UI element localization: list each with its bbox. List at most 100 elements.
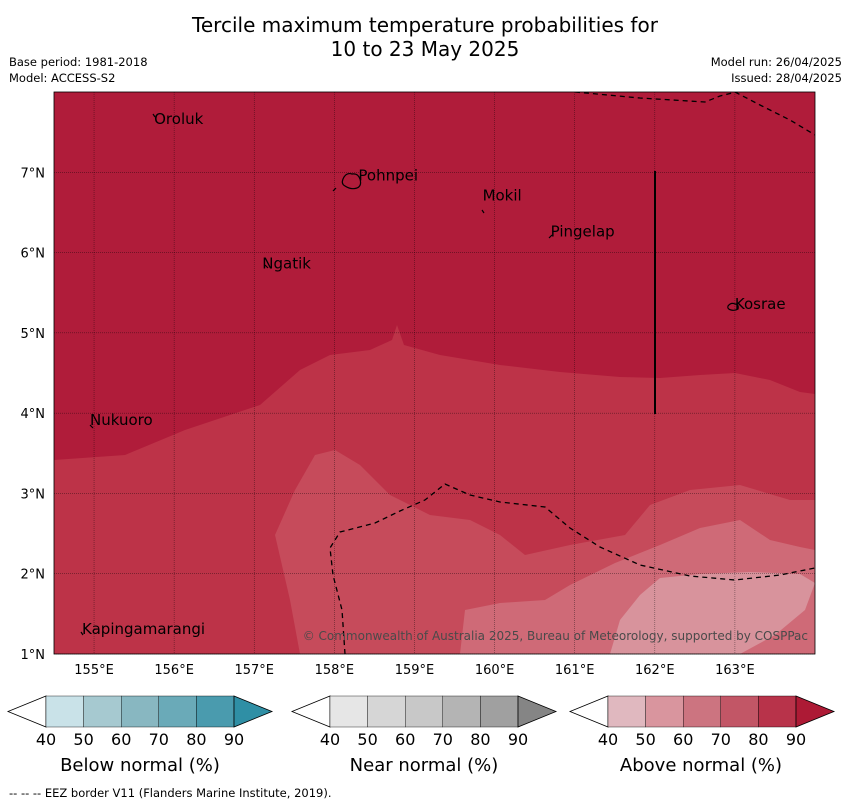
place-label-mokil: Mokil [483,186,522,204]
kosrae-outline [727,302,739,311]
colorbar-tick-label: 80 [470,730,490,749]
colorbar-tick-label: 40 [598,730,618,749]
eez-borders [329,92,815,654]
map-title-line1: Tercile maximum temperature probabilitie… [192,13,658,37]
longitude-tick-label: 155°E [74,663,114,678]
colorbar-segment [45,695,84,728]
kapingamarangi-mark [80,631,84,636]
longitude-tick-label: 158°E [315,663,355,678]
latitude-tick-label: 6°N [21,247,46,262]
place-label-kosrae: Kosrae [735,295,786,313]
copyright-notice: © Commonwealth of Australia 2025, Bureau… [303,629,808,643]
map-fill-layers [54,92,815,654]
latitude-tick-label: 4°N [21,407,46,422]
place-labels: Oroluk Pohnpei Mokil Pingelap Ngatik Kosrae Nu… [82,110,786,638]
colorbar-tick-label: 50 [73,730,93,749]
longitude-labels: 155°E 156°E 157°E 158°E 159°E 160°E 161°E 162°E… [74,663,754,678]
colorbar-tick-label: 90 [786,730,806,749]
latitude-tick-label: 2°N [21,568,46,583]
place-label-oroluk: Oroluk [154,110,203,128]
place-label-ngatik: Ngatik [262,255,311,273]
place-label-nukuoro: Nukuoro [90,411,153,429]
near-normal-colorbar: 40 50 60 70 80 90 [290,695,558,749]
colorbar-legends: 40 50 60 70 80 90 40 50 60 70 80 90 40 50 60 70 80 90 [6,695,836,749]
latitude-tick-label: 7°N [21,166,46,181]
eez-border-north [574,92,739,103]
colorbar-under-extension [290,695,331,728]
colorbar-segment [405,695,444,728]
colorbar-tick-label: 90 [508,730,528,749]
longitude-tick-label: 157°E [234,663,274,678]
colorbar-tick-label: 40 [36,730,56,749]
eez-border-northeast [734,92,815,136]
colorbar-segment [607,695,646,728]
colorbar-segment [367,695,406,728]
place-label-kapingamarangi: Kapingamarangi [82,620,205,638]
place-label-pohnpei: Pohnpei [358,166,418,184]
longitude-tick-label: 156°E [154,663,194,678]
colorbar-segment [158,695,197,728]
longitude-tick-label: 162°E [635,663,675,678]
colorbar-segment [196,695,235,728]
base-period-text: Base period: 1981-2018 [9,55,148,69]
colorbar-tick-label: 70 [711,730,731,749]
below-normal-colorbar-title: Below normal (%) [60,755,220,776]
pohnpei-outline [341,172,362,190]
colorbar-segment [683,695,722,728]
islands [80,113,739,636]
oroluk-mark [152,113,156,118]
latitude-tick-label: 5°N [21,327,46,342]
colorbar-tick-label: 70 [433,730,453,749]
issued-text: Issued: 28/04/2025 [731,71,842,85]
latitude-tick-label: 1°N [21,648,46,663]
model-text: Model: ACCESS-S2 [9,71,116,85]
longitude-tick-label: 160°E [475,663,515,678]
colorbar-segment [480,695,519,728]
latitude-tick-label: 3°N [21,487,46,502]
map-title-line2: 10 to 23 May 2025 [330,37,520,61]
map-frame [53,91,816,655]
colorbar-tick-label: 90 [224,730,244,749]
colorbar-segment [645,695,684,728]
colorbar-segment [758,695,797,728]
colorbar-tick-label: 60 [395,730,415,749]
above-normal-colorbar-title: Above normal (%) [619,755,783,776]
colorbar-segment [120,695,159,728]
eez-border-footnote: -- -- -- EEZ border V11 (Flanders Marine… [9,786,332,800]
colorbar-segment [720,695,759,728]
model-run-text: Model run: 26/04/2025 [710,55,842,69]
colorbar-under-extension [568,695,609,728]
colorbar-tick-label: 60 [673,730,693,749]
eez-border-south [329,483,815,654]
colorbar-tick-label: 40 [320,730,340,749]
place-label-pingelap: Pingelap [551,223,615,241]
pohnpei-reef-line [332,187,337,192]
region-above-40 [610,572,815,654]
colorbar-tick-label: 80 [186,730,206,749]
above-normal-colorbar: 40 50 60 70 80 90 [568,695,836,749]
colorbar-tick-label: 60 [111,730,131,749]
longitude-tick-label: 159°E [395,663,435,678]
colorbar-segment [329,695,368,728]
latitude-labels: 1°N 2°N 3°N 4°N 5°N 6°N 7°N [21,166,46,663]
colorbar-tick-label: 50 [635,730,655,749]
colorbar-over-extension [517,695,558,728]
colorbar-under-extension [6,695,47,728]
nukuoro-mark [89,424,94,429]
below-normal-colorbar: 40 50 60 70 80 90 [6,695,274,749]
pingelap-mark [548,234,553,239]
longitude-tick-label: 163°E [715,663,755,678]
ngatik-mark [264,264,269,269]
mokil-mark [481,209,485,214]
colorbar-tick-label: 70 [149,730,169,749]
graticule [54,92,815,655]
longitude-tick-label: 161°E [555,663,595,678]
near-normal-colorbar-title: Near normal (%) [349,755,499,776]
colorbar-segment [83,695,122,728]
colorbar-tick-label: 50 [357,730,377,749]
colorbar-tick-label: 80 [748,730,768,749]
colorbar-segment [442,695,481,728]
colorbar-over-extension [233,695,274,728]
colorbar-over-extension [795,695,836,728]
